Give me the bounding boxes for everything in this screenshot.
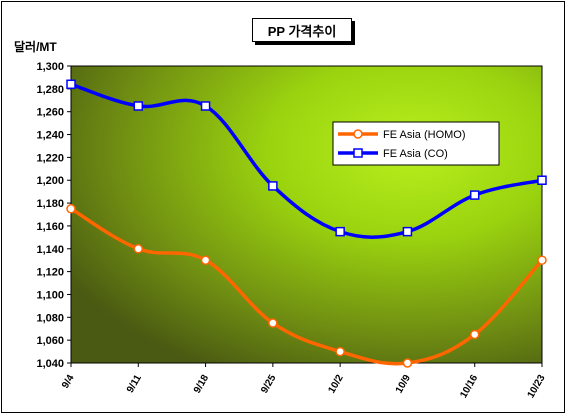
data-point-1 [66,79,76,90]
data-point-1 [200,101,211,111]
x-tick-label: 10/2 [326,373,345,396]
data-point-0 [268,318,278,328]
legend-box [332,121,500,166]
y-tick-label: 1,280 [36,84,64,96]
y-tick-label: 1,160 [36,221,64,233]
chart-title-text: PP 가격추이 [267,23,337,39]
series-markers [66,79,547,368]
axes: 1,040 1,060 1,080 1,100 1,120 1,140 1,160 1,180… [36,61,547,400]
x-tick-label: 9/25 [259,373,278,396]
data-point-1 [402,226,413,237]
legend-marker-1 [353,148,363,158]
legend-label-1: FE Asia (CO) [383,148,448,160]
x-tick-label: 10/9 [394,373,413,396]
legend-marker-0 [353,129,363,139]
y-tick-label: 1,180 [36,198,64,210]
data-point-0 [66,204,76,214]
y-axis-label: 달러/MT [14,40,57,54]
y-tick-label: 1,300 [36,61,64,73]
chart-title: PP 가격추이 [252,18,352,42]
data-point-1 [268,181,278,191]
x-tick-label: 10/16 [458,373,480,401]
data-point-0 [537,255,547,265]
y-tick-label: 1,220 [36,152,64,164]
x-tick-label: 9/11 [125,373,144,395]
data-point-1 [537,175,547,185]
x-tick-label: 10/23 [526,373,548,401]
legend: FE Asia (HOMO) FE Asia (CO) [332,121,500,166]
series-line-1 [70,82,543,239]
data-point-0 [402,358,413,368]
y-tick-label: 1,260 [36,107,64,119]
data-point-0 [133,244,144,254]
x-tick-label: 9/4 [60,373,77,391]
data-point-0 [335,346,345,357]
data-point-1 [469,190,480,200]
y-tick-label: 1,120 [36,267,64,279]
legend-label-0: FE Asia (HOMO) [383,129,466,141]
y-tick-label: 1,100 [36,289,64,301]
x-tick-label: 9/18 [192,373,211,396]
y-tick-label: 1,200 [36,175,64,187]
y-tick-label: 1,040 [36,358,64,370]
y-tick-label: 1,060 [36,335,64,347]
data-point-0 [469,329,480,340]
data-point-1 [335,226,345,237]
y-tick-label: 1,240 [36,130,64,142]
data-point-0 [200,255,211,265]
y-tick-label: 1,080 [36,312,64,324]
data-point-1 [133,101,144,111]
y-tick-label: 1,140 [36,244,64,256]
